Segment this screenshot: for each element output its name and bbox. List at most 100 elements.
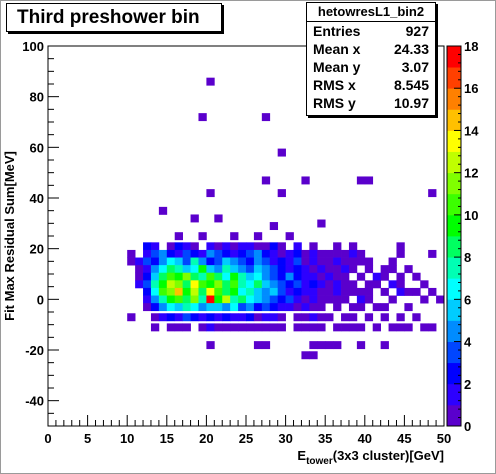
heatmap-cell (150, 295, 160, 304)
heatmap-cell (269, 287, 279, 296)
heatmap-cell (356, 272, 366, 281)
y-axis-label: Fit Max Residual Sum[MeV] (2, 151, 17, 321)
heatmap-cell (293, 265, 302, 274)
heatmap-cell (206, 295, 215, 304)
heatmap-cell (150, 313, 160, 322)
heatmap-cell (166, 287, 176, 296)
heatmap-cell (127, 313, 136, 322)
heatmap-cell (269, 323, 279, 332)
color-scale-band (447, 88, 461, 110)
heatmap-cell (285, 265, 294, 274)
heatmap-cell (150, 257, 160, 266)
heatmap-cell (174, 313, 183, 322)
x-tick-label: 5 (84, 431, 91, 446)
heatmap-cell (396, 323, 405, 332)
heatmap-cell (317, 219, 326, 228)
z-tick-label: 4 (464, 335, 472, 350)
heatmap-cell (348, 257, 358, 266)
heatmap-cell (222, 287, 231, 296)
heatmap-cell (309, 242, 318, 251)
heatmap-cell (348, 242, 358, 251)
heatmap-cell (301, 303, 310, 312)
heatmap-cell (364, 265, 374, 274)
heatmap-cell (253, 313, 263, 322)
heatmap-cell (356, 287, 366, 296)
heatmap-cell (166, 323, 176, 332)
heatmap-cell (301, 351, 310, 360)
heatmap-cell (190, 295, 199, 304)
heatmap-cell (198, 272, 207, 281)
heatmap-cell (158, 206, 168, 215)
heatmap-cell (190, 303, 199, 312)
heatmap-cell (127, 257, 136, 266)
heatmap-cell (174, 242, 183, 251)
heatmap-cell (388, 280, 397, 289)
heatmap-cell (277, 280, 286, 289)
heatmap-cell (333, 280, 342, 289)
z-tick-label: 2 (464, 377, 471, 392)
heatmap-cell (182, 313, 191, 322)
heatmap-cell (182, 280, 191, 289)
heatmap-cell (238, 249, 247, 258)
y-tick-label: -20 (25, 343, 44, 358)
heatmap-cell (269, 280, 279, 289)
heatmap-cell (198, 287, 207, 296)
heatmap-cell (182, 265, 191, 274)
heatmap-cell (317, 265, 326, 274)
heatmap-cell (230, 287, 239, 296)
heatmap-cell (301, 287, 310, 296)
heatmap-cell (206, 257, 215, 266)
z-tick-label: 18 (464, 39, 478, 54)
heatmap-cell (158, 313, 168, 322)
stat-label: Entries (313, 23, 361, 39)
heatmap-cell (388, 265, 397, 274)
heatmap-cell (348, 280, 358, 289)
heatmap-cell (253, 272, 263, 281)
heatmap-cell (230, 249, 239, 258)
heatmap-cell (166, 280, 176, 289)
heatmap-cell (325, 249, 334, 258)
heatmap-cell (158, 287, 168, 296)
y-tick-label: 0 (37, 292, 44, 307)
heatmap-cell (333, 257, 342, 266)
heatmap-cell (380, 341, 389, 350)
heatmap-cell (293, 272, 302, 281)
heatmap-cell (277, 295, 286, 304)
heatmap-cell (309, 313, 318, 322)
heatmap-cell (174, 272, 183, 281)
heatmap-cell (333, 272, 342, 281)
heatmap-cell (333, 287, 342, 296)
heatmap-cell (238, 313, 247, 322)
heatmap-cell (214, 257, 223, 266)
stat-value: 3.07 (401, 59, 429, 75)
heatmap-cell (293, 303, 302, 312)
color-scale-band (447, 299, 461, 321)
heatmap-cell (198, 303, 207, 312)
heatmap-cell (269, 265, 279, 274)
heatmap-cell (396, 249, 405, 258)
x-tick-label: 20 (199, 431, 213, 446)
heatmap-cell (301, 295, 310, 304)
color-scale-band (447, 383, 461, 406)
heatmap-cell (261, 280, 271, 289)
heatmap-cell (317, 341, 326, 350)
heatmap-cell (333, 249, 342, 258)
heatmap-cell (396, 287, 405, 296)
heatmap-cell (301, 249, 310, 258)
heatmap-cell (269, 222, 279, 231)
heatmap-cell (364, 287, 374, 296)
heatmap-cell (309, 303, 318, 312)
heatmap-cell (333, 341, 342, 350)
heatmap-cell (317, 303, 326, 312)
heatmap-cell (190, 242, 199, 251)
heatmap-cell (428, 287, 437, 296)
heatmap-cell (356, 249, 366, 258)
x-tick-label: 50 (437, 431, 451, 446)
stat-label: Mean x (313, 41, 361, 57)
heatmap-cell (214, 303, 223, 312)
heatmap-cell (206, 341, 215, 350)
heatmap-cell (206, 77, 215, 86)
heatmap-cell (277, 287, 286, 296)
heatmap-cell (135, 280, 144, 289)
heatmap-cell (341, 287, 350, 296)
